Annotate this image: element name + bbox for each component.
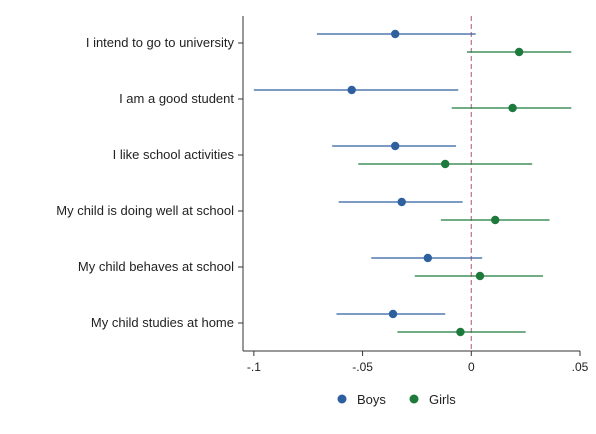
point-girls [514,47,524,57]
point-girls [491,215,500,225]
point-boys [390,29,400,39]
point-boys [390,141,400,151]
point-boys [397,197,406,207]
category-label: I am a good student [119,91,234,106]
point-girls [456,327,465,337]
category-label: I intend to go to university [86,35,235,50]
category-label: My child studies at home [91,315,234,330]
category-label: My child is doing well at school [56,203,234,218]
point-girls [475,271,485,281]
category-label: I like school activities [113,147,235,162]
point-boys [423,253,433,263]
x-tick-label: -.1 [247,360,261,374]
point-girls [441,159,450,169]
legend-marker-boys [337,394,347,404]
legend-label-boys: Boys [357,392,386,407]
point-boys [388,309,398,319]
x-tick-label: -.05 [352,360,373,374]
legend-label-girls: Girls [429,392,456,407]
point-boys [347,85,356,95]
x-tick-label: 0 [468,360,475,374]
category-label: My child behaves at school [78,259,234,274]
legend-marker-girls [409,394,419,404]
x-tick-label: .05 [572,360,589,374]
point-girls [508,103,517,113]
